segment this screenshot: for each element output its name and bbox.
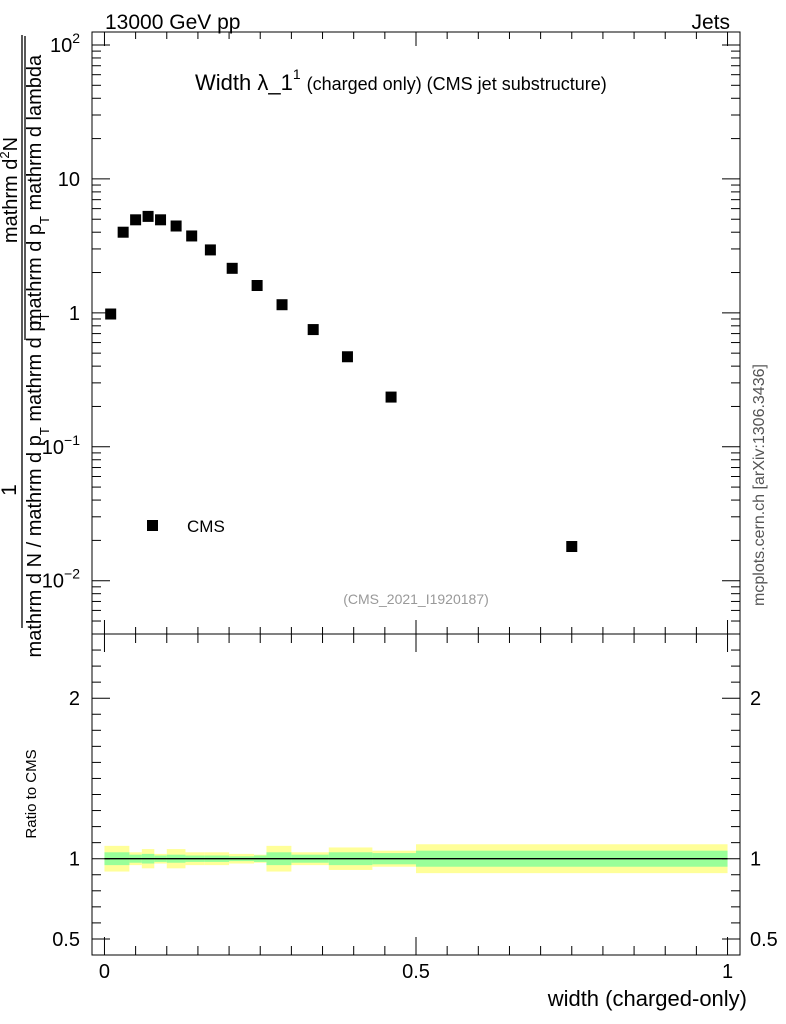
ratio-y-label: Ratio to CMS (23, 749, 40, 838)
data-point (117, 226, 129, 238)
data-point (276, 299, 288, 311)
plot-title-suffix: (charged only) (CMS jet substructure) (307, 74, 607, 94)
y-label-inner-numerator: mathrm d2N (0, 137, 22, 243)
main-y-ticks: 10−2 10−1 1 10 102 (42, 30, 740, 635)
data-point (155, 214, 167, 226)
ratio-y-ticks: 0.5 0.5 1 1 2 2 (52, 649, 778, 951)
data-point (226, 262, 238, 274)
ratio-y-tick-label-left: 1 (69, 849, 80, 871)
data-point (341, 351, 353, 363)
main-y-axis-label: 1 mathrm d2N mathrm d pT mathrm d lambda… (0, 35, 52, 657)
y-label-inner-denominator: mathrm d pT mathrm d lambda (24, 54, 52, 325)
main-data-points (105, 210, 578, 553)
data-point (566, 541, 578, 553)
data-point (142, 210, 154, 222)
data-point (105, 308, 117, 320)
ratio-y-tick-label-right: 1 (750, 849, 761, 871)
main-plot-frame (91, 31, 741, 635)
y-label-outer-denominator: mathrm d N / mathrm d pT mathrm d pT (24, 313, 52, 658)
ratio-plot-frame (91, 633, 741, 956)
ratio-y-tick-label-left: 2 (69, 688, 80, 710)
ratio-y-tick-label-right: 0.5 (750, 929, 778, 951)
plot-title-superscript: 1 (293, 66, 301, 82)
legend-marker (147, 520, 158, 531)
plot-title: Width λ_11 (charged only) (CMS jet substr… (195, 66, 607, 95)
ratio-y-tick-label-right: 2 (750, 688, 761, 710)
data-point (186, 230, 198, 242)
main-x-ticks (103, 32, 729, 634)
x-tick-label: 0.5 (402, 961, 430, 983)
data-point (170, 220, 182, 232)
analysis-tag: (CMS_2021_I1920187) (343, 591, 489, 607)
header-left: 13000 GeV pp (105, 11, 240, 34)
data-point (130, 214, 142, 226)
legend-label: CMS (187, 517, 225, 536)
y-tick-label: 10 (58, 169, 80, 191)
ratio-y-tick-label-left: 0.5 (52, 929, 80, 951)
x-axis-label: width (charged-only) (547, 986, 747, 1011)
y-label-outer-numerator: 1 (0, 484, 21, 496)
data-point (385, 391, 397, 403)
ratio-plot: 0.5 0.51 12 2 0 0.5 1 Ratio to CMS (23, 633, 778, 983)
data-point (251, 280, 263, 292)
ratio-x-ticks: 0 0.5 1 (99, 634, 733, 983)
x-tick-label: 0 (99, 961, 110, 983)
side-label: mcplots.cern.ch [arXiv:1306.3436] (751, 364, 768, 606)
x-tick-label: 1 (722, 961, 733, 983)
data-point (204, 244, 216, 256)
y-tick-label: 1 (69, 303, 80, 325)
y-tick-label: 10−2 (42, 566, 80, 593)
data-point (307, 324, 319, 336)
plot-title-main: Width λ_1 (195, 70, 293, 95)
y-tick-label: 102 (50, 30, 80, 57)
header-right: Jets (691, 11, 730, 34)
y-tick-label: 10−1 (42, 432, 80, 459)
